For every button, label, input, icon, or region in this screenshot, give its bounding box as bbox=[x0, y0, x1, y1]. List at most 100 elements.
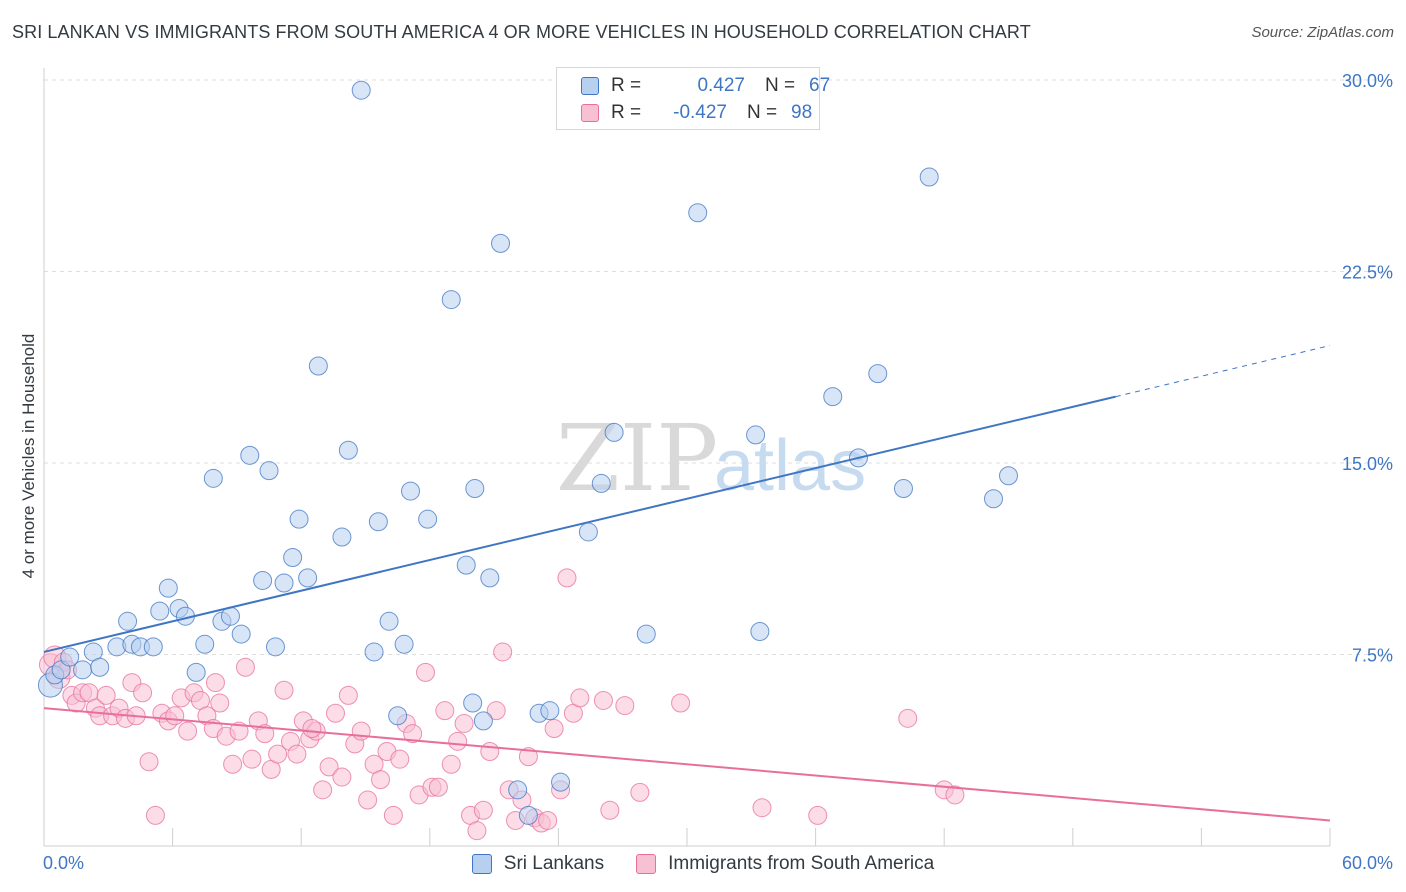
immigrants-point bbox=[467, 821, 487, 841]
immigrants-point bbox=[255, 724, 275, 744]
legend-n-value: 98 bbox=[791, 102, 813, 123]
sri-lankans-point bbox=[868, 364, 888, 384]
sri-lankans-point bbox=[551, 772, 571, 792]
y-tick-label: 22.5% bbox=[1342, 263, 1393, 283]
sri-lankans-point bbox=[401, 481, 421, 501]
immigrants-point bbox=[593, 690, 613, 710]
sri-lankans-point bbox=[456, 555, 476, 575]
sri-lankans-point bbox=[394, 634, 414, 654]
sri-lankans-point bbox=[893, 479, 913, 499]
immigrants-point bbox=[480, 742, 500, 762]
watermark-zip: ZIP bbox=[556, 405, 718, 512]
immigrants-point bbox=[178, 721, 198, 741]
sri-lankans-point bbox=[203, 468, 223, 488]
immigrants-point bbox=[96, 685, 116, 705]
sri-lankans-point bbox=[240, 445, 260, 465]
correlation-legend: R = 0.427 N = 67 R = -0.427 N = 98 bbox=[556, 67, 830, 130]
sri-lankans-point bbox=[231, 624, 251, 644]
immigrants-point bbox=[145, 805, 165, 825]
immigrants-point bbox=[390, 749, 410, 769]
sri-lankans-point bbox=[298, 568, 318, 588]
immigrants-point bbox=[210, 693, 230, 713]
immigrants-point bbox=[313, 780, 333, 800]
immigrants-point bbox=[358, 790, 378, 810]
immigrants-point bbox=[898, 708, 918, 728]
sri-lankans-point bbox=[983, 489, 1003, 509]
immigrants-point bbox=[518, 747, 538, 767]
watermark-atlas: atlas bbox=[714, 426, 866, 506]
series-sri-lankans-points bbox=[37, 80, 1018, 825]
series-immigrants-points bbox=[38, 568, 965, 841]
immigrants-point bbox=[538, 810, 558, 830]
sri-lankans-point bbox=[465, 479, 485, 499]
immigrants-point bbox=[383, 805, 403, 825]
immigrants-point bbox=[371, 770, 391, 790]
sri-lankans-point bbox=[259, 461, 279, 481]
legend-row-immigrants: R = -0.427 N = 98 bbox=[581, 101, 812, 125]
immigrants-point bbox=[448, 731, 468, 751]
y-axis-title: 4 or more Vehicles in Household bbox=[19, 334, 38, 579]
sri-lankans-point bbox=[364, 642, 384, 662]
sri-lankans-point bbox=[518, 805, 538, 825]
sri-lankans-point bbox=[604, 422, 624, 442]
sri-lankans-point bbox=[688, 203, 708, 223]
legend-item-sri-lankans: Sri Lankans bbox=[471, 851, 605, 877]
immigrants-point bbox=[486, 701, 506, 721]
immigrants-point bbox=[139, 752, 159, 772]
sri-lankans-point bbox=[195, 634, 215, 654]
y-tick-label: 15.0% bbox=[1342, 454, 1393, 474]
immigrants-point bbox=[302, 719, 322, 739]
sri-lankans-point bbox=[508, 780, 528, 800]
legend-row-sri-lankans: R = 0.427 N = 67 bbox=[581, 74, 830, 98]
immigrants-point bbox=[223, 754, 243, 774]
sri-lankans-point bbox=[289, 509, 309, 529]
legend-r-value: -0.427 bbox=[673, 102, 727, 123]
immigrants-point bbox=[557, 568, 577, 588]
immigrants-trend-line bbox=[43, 707, 1331, 822]
sri-lankans-point bbox=[388, 706, 408, 726]
sri-lankans-point bbox=[591, 473, 611, 493]
sri-lankans-point bbox=[463, 693, 483, 713]
sri-lankans-trend-extension bbox=[1115, 345, 1331, 398]
legend-n-value: 67 bbox=[809, 75, 831, 96]
sri-lankans-point bbox=[274, 573, 294, 593]
immigrants-point bbox=[544, 719, 564, 739]
legend-label-sri-lankans: Sri Lankans bbox=[503, 853, 605, 874]
legend-swatch-blue bbox=[581, 77, 599, 95]
series-legend: Sri Lankans Immigrants from South Americ… bbox=[0, 851, 1406, 877]
y-tick-label: 7.5% bbox=[1352, 646, 1393, 666]
sri-lankans-point bbox=[473, 711, 493, 731]
sri-lankans-point bbox=[186, 662, 206, 682]
sri-lankans-point bbox=[368, 512, 388, 532]
legend-n-label: N = bbox=[747, 102, 778, 123]
immigrants-point bbox=[808, 805, 828, 825]
immigrants-point bbox=[229, 721, 249, 741]
x-ticks bbox=[43, 828, 1331, 846]
immigrants-point bbox=[274, 680, 294, 700]
legend-swatch-blue bbox=[471, 854, 492, 874]
immigrants-point bbox=[945, 785, 965, 805]
sri-lankans-point bbox=[418, 509, 438, 529]
sri-lankans-point bbox=[823, 387, 843, 407]
sri-lankans-point bbox=[143, 637, 163, 657]
sri-lankans-point bbox=[540, 701, 560, 721]
immigrants-point bbox=[428, 777, 448, 797]
immigrants-point bbox=[133, 683, 153, 703]
immigrants-point bbox=[671, 693, 691, 713]
legend-swatch-pink bbox=[636, 854, 657, 874]
legend-r-label: R = bbox=[611, 102, 642, 123]
immigrants-point bbox=[332, 767, 352, 787]
sri-lankans-point bbox=[253, 570, 273, 590]
immigrants-point bbox=[752, 798, 772, 818]
legend-r-label: R = bbox=[611, 75, 642, 96]
immigrants-point bbox=[435, 701, 455, 721]
legend-r-value: 0.427 bbox=[697, 75, 745, 96]
y-tick-labels: 7.5% 15.0% 22.5% 30.0% bbox=[1342, 71, 1393, 666]
immigrants-point bbox=[600, 800, 620, 820]
legend-swatch-pink bbox=[581, 104, 599, 122]
immigrants-point bbox=[473, 800, 493, 820]
sri-lankans-point bbox=[118, 611, 138, 631]
immigrants-point bbox=[325, 703, 345, 723]
trend-lines bbox=[43, 345, 1331, 822]
